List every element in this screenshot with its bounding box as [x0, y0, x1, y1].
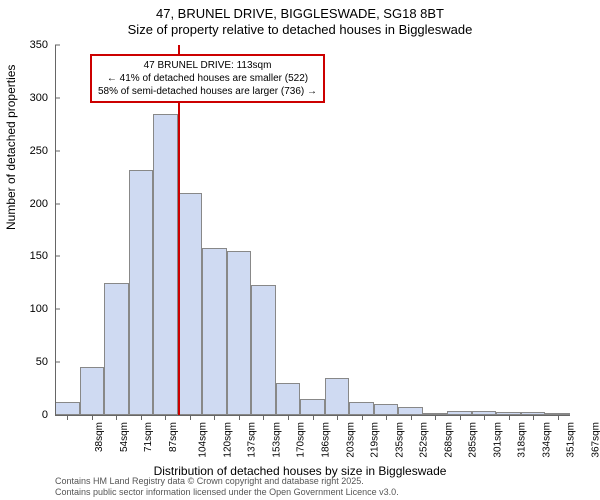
bar: [398, 407, 423, 415]
chart-container: 47, BRUNEL DRIVE, BIGGLESWADE, SG18 8BT …: [0, 0, 600, 500]
bar: [55, 402, 80, 415]
attribution-line2: Contains public sector information licen…: [55, 487, 399, 498]
x-tick-label: 153sqm: [272, 422, 283, 458]
annotation-line2: ← 41% of detached houses are smaller (52…: [98, 72, 317, 85]
attribution-line1: Contains HM Land Registry data © Crown c…: [55, 476, 399, 487]
attribution: Contains HM Land Registry data © Crown c…: [55, 476, 399, 498]
x-tick-label: 367sqm: [590, 422, 600, 458]
x-tick-label: 318sqm: [517, 422, 528, 458]
chart-title-line2: Size of property relative to detached ho…: [128, 22, 473, 37]
bar: [251, 285, 276, 415]
y-tick-label: 300: [30, 92, 48, 104]
x-tick-label: 104sqm: [198, 422, 209, 458]
chart-title-line1: 47, BRUNEL DRIVE, BIGGLESWADE, SG18 8BT: [156, 6, 444, 21]
bar: [325, 378, 350, 415]
x-tick-label: 87sqm: [168, 422, 179, 452]
x-tick-label: 54sqm: [119, 422, 130, 452]
x-tick-label: 186sqm: [321, 422, 332, 458]
x-tick-label: 219sqm: [370, 422, 381, 458]
y-tick-label: 50: [36, 356, 48, 368]
y-tick-label: 350: [30, 39, 48, 51]
bar: [202, 248, 227, 415]
x-tick-label: 71sqm: [143, 422, 154, 452]
annotation-line3: 58% of semi-detached houses are larger (…: [98, 85, 317, 98]
axis-line-y: [55, 45, 56, 415]
x-tick-label: 137sqm: [247, 422, 258, 458]
axis-line-x: [55, 415, 570, 416]
x-tick-label: 203sqm: [345, 422, 356, 458]
x-tick-label: 252sqm: [419, 422, 430, 458]
bar: [374, 404, 399, 415]
bar: [276, 383, 301, 415]
bar: [300, 399, 325, 415]
y-tick-label: 100: [30, 303, 48, 315]
annotation-box: 47 BRUNEL DRIVE: 113sqm ← 41% of detache…: [90, 54, 325, 103]
bar: [80, 367, 105, 415]
bar: [153, 114, 178, 415]
y-tick-label: 150: [30, 250, 48, 262]
y-tick-label: 250: [30, 145, 48, 157]
bar: [349, 402, 374, 415]
x-tick-label: 334sqm: [541, 422, 552, 458]
x-tick-label: 268sqm: [443, 422, 454, 458]
x-tick-label: 351sqm: [566, 422, 577, 458]
x-tick-label: 301sqm: [492, 422, 503, 458]
x-tick-label: 170sqm: [296, 422, 307, 458]
bar: [104, 283, 129, 415]
x-tick-label: 285sqm: [468, 422, 479, 458]
y-tick-label: 0: [42, 409, 48, 421]
y-axis-label: Number of detached properties: [4, 65, 18, 230]
y-tick-label: 200: [30, 198, 48, 210]
x-tick-label: 235sqm: [394, 422, 405, 458]
annotation-line1: 47 BRUNEL DRIVE: 113sqm: [98, 59, 317, 72]
bar: [129, 170, 154, 415]
bar: [178, 193, 203, 415]
x-tick-label: 120sqm: [222, 422, 233, 458]
bar: [227, 251, 252, 415]
x-tick-label: 38sqm: [94, 422, 105, 452]
